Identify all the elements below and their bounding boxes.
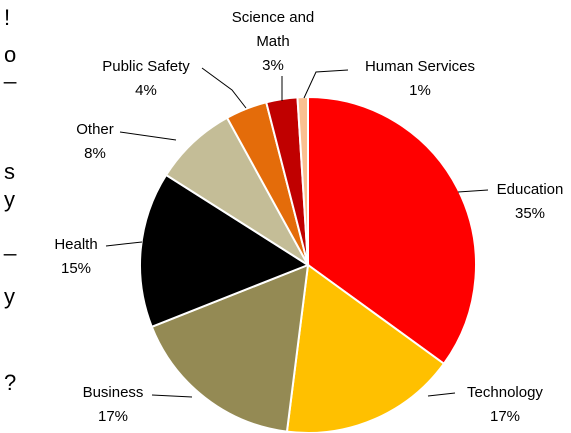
slice-value-label: 15% <box>60 260 92 277</box>
slice-value-label: 17% <box>97 408 129 425</box>
leader-line <box>303 69 349 99</box>
pie-slice <box>307 95 477 366</box>
clipped-text: ? <box>4 370 17 395</box>
pie-slice <box>150 263 310 433</box>
clipped-text: s <box>4 159 15 184</box>
clipped-text: y <box>4 284 15 309</box>
slice-label: Other <box>76 121 114 138</box>
slice-label: Science and Math <box>231 9 315 50</box>
slice-value-label: 1% <box>409 82 431 99</box>
leader-line <box>119 131 177 141</box>
pie-slice <box>296 95 309 266</box>
slice-value-label: 3% <box>262 57 284 74</box>
clipped-text: _ <box>4 59 17 84</box>
leader-line <box>201 67 247 109</box>
leader-line <box>457 189 489 193</box>
leader-line <box>427 392 456 397</box>
leader-line <box>151 394 193 398</box>
slice-label: Public Safety <box>102 58 190 75</box>
slice-value-label: 8% <box>84 145 106 162</box>
slice-label: Human Services <box>364 58 476 75</box>
clipped-text: ! <box>4 5 11 30</box>
clipped-text: _ <box>4 231 17 256</box>
slice-label: Health <box>54 236 98 253</box>
slice-value-label: 35% <box>514 205 546 222</box>
slice-label: Business <box>82 384 144 401</box>
clipped-text: y <box>4 187 15 212</box>
leader-line <box>105 241 143 247</box>
slice-value-label: 17% <box>489 408 521 425</box>
slice-label: Education <box>496 181 564 198</box>
pie-slice <box>139 173 311 329</box>
clipped-text: o <box>4 42 17 67</box>
slice-label: Technology <box>467 384 543 401</box>
slice-value-label: 4% <box>135 82 157 99</box>
